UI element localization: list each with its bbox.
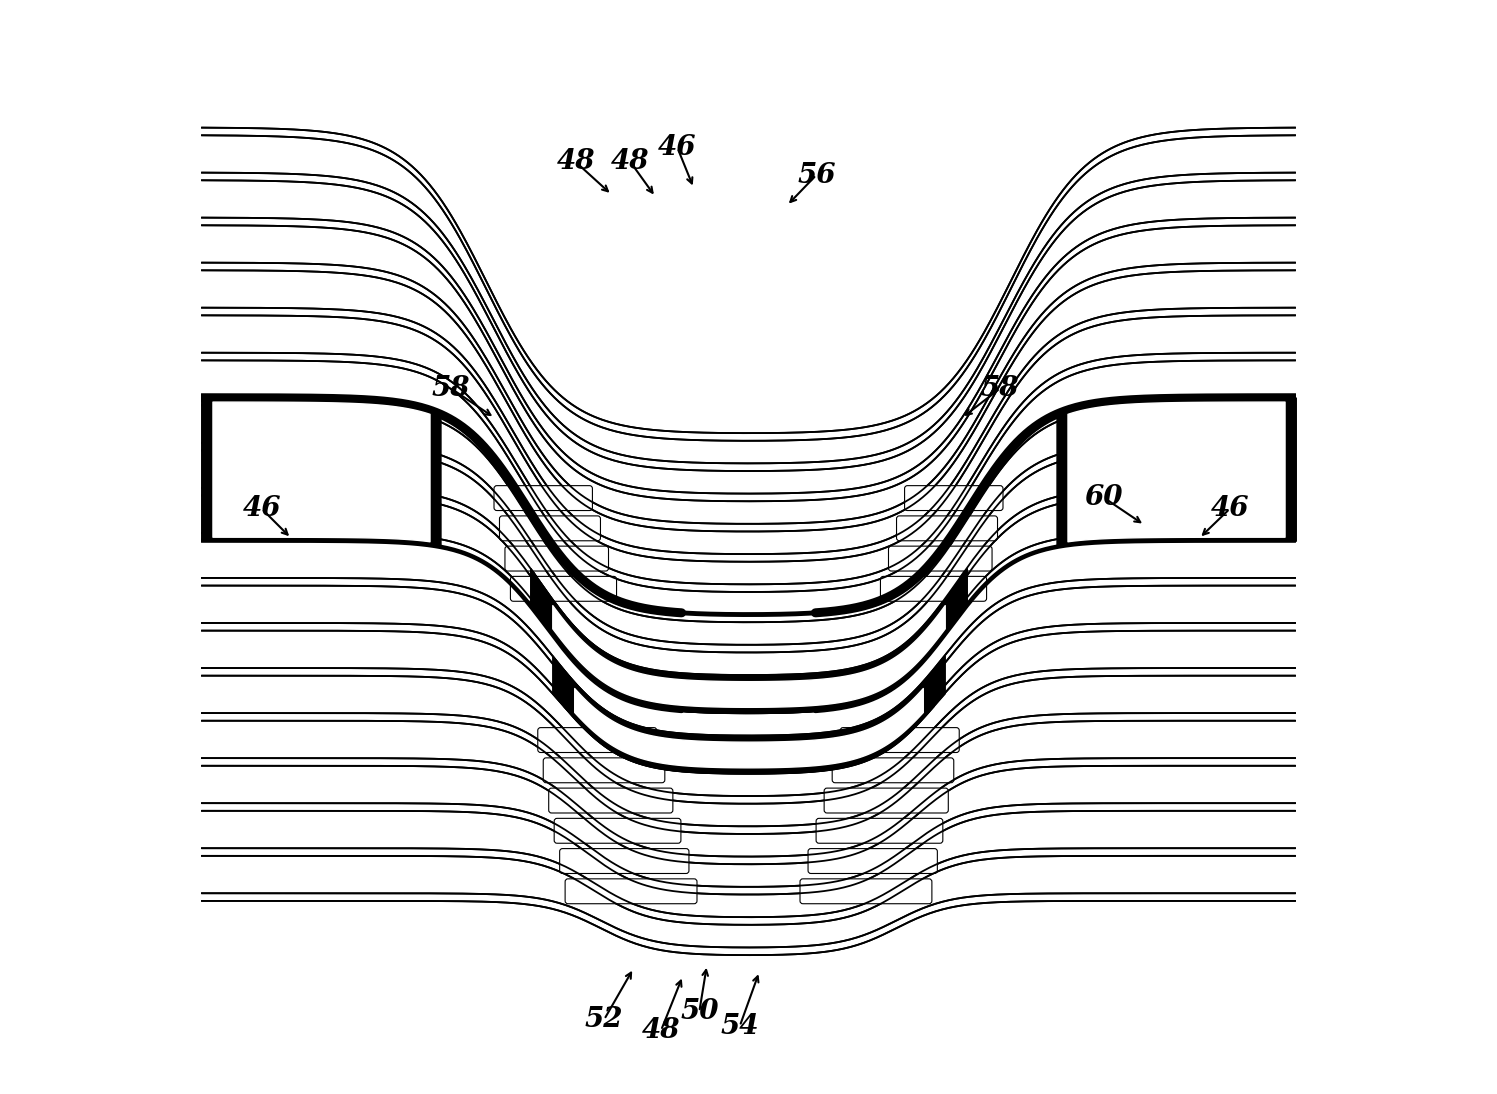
Text: 58: 58 xyxy=(981,375,1019,401)
Text: 58: 58 xyxy=(431,375,470,401)
Text: 46: 46 xyxy=(1211,496,1248,522)
FancyBboxPatch shape xyxy=(543,758,665,782)
Text: 48: 48 xyxy=(642,1017,680,1044)
FancyBboxPatch shape xyxy=(904,486,1003,511)
FancyBboxPatch shape xyxy=(799,878,931,904)
FancyBboxPatch shape xyxy=(554,818,681,843)
Text: 52: 52 xyxy=(585,1006,623,1033)
FancyBboxPatch shape xyxy=(504,546,608,571)
FancyBboxPatch shape xyxy=(549,788,672,813)
FancyBboxPatch shape xyxy=(494,486,593,511)
FancyBboxPatch shape xyxy=(537,728,657,753)
Text: 50: 50 xyxy=(680,999,719,1025)
FancyBboxPatch shape xyxy=(840,728,960,753)
Text: 54: 54 xyxy=(720,1013,759,1039)
FancyBboxPatch shape xyxy=(897,516,997,540)
FancyBboxPatch shape xyxy=(560,849,689,873)
FancyBboxPatch shape xyxy=(880,577,987,602)
FancyBboxPatch shape xyxy=(825,788,948,813)
FancyBboxPatch shape xyxy=(816,818,943,843)
Text: 46: 46 xyxy=(659,135,696,161)
Text: 56: 56 xyxy=(796,162,835,188)
FancyBboxPatch shape xyxy=(808,849,937,873)
FancyBboxPatch shape xyxy=(832,758,954,782)
Text: 46: 46 xyxy=(243,496,281,522)
FancyBboxPatch shape xyxy=(500,516,600,540)
FancyBboxPatch shape xyxy=(510,577,617,602)
FancyBboxPatch shape xyxy=(889,546,993,571)
Text: 48: 48 xyxy=(557,149,594,175)
Text: 60: 60 xyxy=(1085,485,1123,511)
FancyBboxPatch shape xyxy=(566,878,698,904)
Text: 48: 48 xyxy=(611,149,650,175)
